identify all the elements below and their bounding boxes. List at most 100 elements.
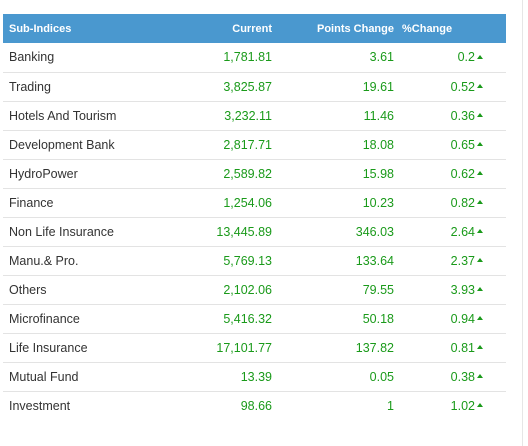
- sub-index-name: Life Insurance: [9, 340, 88, 355]
- points-change-value: 3.61: [369, 50, 394, 65]
- up-arrow-icon: [477, 287, 483, 292]
- sub-index-name: Trading: [9, 79, 51, 94]
- current-value: 5,416.32: [223, 311, 272, 326]
- percent-change-value: 0.38: [450, 369, 475, 384]
- points-change-value: 50.18: [362, 311, 394, 326]
- table-row[interactable]: Non Life Insurance 13,445.89 346.03 2.64: [3, 217, 506, 246]
- up-arrow-icon: [477, 84, 483, 89]
- points-change-value: 15.98: [362, 166, 394, 181]
- percent-change-value: 0.65: [450, 137, 475, 152]
- percent-change-value: 2.64: [450, 224, 475, 239]
- percent-change-value: 0.36: [450, 108, 475, 123]
- trend-indicator: [475, 101, 506, 130]
- trend-indicator: [475, 275, 506, 304]
- points-change-value: 1: [387, 398, 394, 413]
- trend-indicator: [475, 304, 506, 333]
- percent-change-value: 0.82: [450, 195, 475, 210]
- up-arrow-icon: [477, 258, 483, 263]
- up-arrow-icon: [477, 229, 483, 234]
- sub-index-name: Hotels And Tourism: [9, 108, 117, 123]
- column-header-current[interactable]: Current: [232, 22, 272, 35]
- percent-change-value: 3.93: [450, 282, 475, 297]
- current-value: 5,769.13: [223, 253, 272, 268]
- trend-indicator: [475, 188, 506, 217]
- current-value: 98.66: [240, 398, 272, 413]
- points-change-value: 346.03: [355, 224, 394, 239]
- percent-change-value: 0.94: [450, 311, 475, 326]
- up-arrow-icon: [477, 200, 483, 205]
- up-arrow-icon: [477, 345, 483, 350]
- points-change-value: 0.05: [369, 369, 394, 384]
- percent-change-value: 0.52: [450, 79, 475, 94]
- points-change-value: 11.46: [363, 108, 394, 123]
- trend-indicator: [475, 72, 506, 101]
- column-header-percent-change[interactable]: %Change: [402, 22, 453, 35]
- points-change-value: 133.64: [355, 253, 394, 268]
- sub-indices-table: Sub-Indices Current Points Change %Chang…: [3, 14, 506, 420]
- table-row[interactable]: Life Insurance 17,101.77 137.82 0.81: [3, 333, 506, 362]
- sub-index-name: Non Life Insurance: [9, 224, 114, 239]
- sub-index-name: HydroPower: [9, 166, 78, 181]
- current-value: 17,101.77: [216, 340, 272, 355]
- points-change-value: 137.82: [355, 340, 394, 355]
- table-row[interactable]: Development Bank 2,817.71 18.08 0.65: [3, 130, 506, 159]
- column-header-sub-indices[interactable]: Sub-Indices: [9, 22, 72, 35]
- table-row[interactable]: Finance 1,254.06 10.23 0.82: [3, 188, 506, 217]
- sub-index-name: Banking: [9, 50, 55, 65]
- current-value: 13,445.89: [216, 224, 272, 239]
- percent-change-value: 1.02: [450, 398, 475, 413]
- current-value: 2,102.06: [223, 282, 272, 297]
- sub-index-name: Investment: [9, 398, 71, 413]
- trend-indicator: [475, 217, 506, 246]
- trend-indicator: [475, 246, 506, 275]
- up-arrow-icon: [477, 403, 483, 408]
- table-body: Banking 1,781.81 3.61 0.2 Trading 3,825.87 19.…: [3, 43, 506, 420]
- up-arrow-icon: [477, 54, 483, 59]
- trend-indicator: [475, 159, 506, 188]
- points-change-value: 18.08: [362, 137, 394, 152]
- trend-indicator: [475, 130, 506, 159]
- column-header-points-change[interactable]: Points Change: [316, 22, 394, 35]
- current-value: 1,254.06: [223, 195, 272, 210]
- up-arrow-icon: [477, 171, 483, 176]
- current-value: 3,825.87: [223, 79, 272, 94]
- table-row[interactable]: Microfinance 5,416.32 50.18 0.94: [3, 304, 506, 333]
- table-row[interactable]: Investment 98.66 1 1.02: [3, 391, 506, 420]
- sub-index-name: Finance: [9, 195, 54, 210]
- percent-change-value: 0.62: [450, 166, 475, 181]
- trend-indicator: [475, 391, 506, 420]
- up-arrow-icon: [477, 374, 483, 379]
- panel-divider: [522, 0, 523, 446]
- trend-indicator: [475, 333, 506, 362]
- current-value: 13.39: [240, 369, 272, 384]
- sub-index-name: Mutual Fund: [9, 369, 79, 384]
- table-row[interactable]: Mutual Fund 13.39 0.05 0.38: [3, 362, 506, 391]
- table-row[interactable]: Manu.& Pro. 5,769.13 133.64 2.37: [3, 246, 506, 275]
- percent-change-value: 0.2: [457, 50, 475, 65]
- table-header-row: Sub-Indices Current Points Change %Chang…: [3, 14, 506, 43]
- up-arrow-icon: [477, 316, 483, 321]
- table-row[interactable]: Hotels And Tourism 3,232.11 11.46 0.36: [3, 101, 506, 130]
- trend-indicator: [475, 362, 506, 391]
- current-value: 3,232.11: [224, 108, 272, 123]
- percent-change-value: 0.81: [450, 340, 475, 355]
- sub-index-name: Development Bank: [9, 137, 115, 152]
- table-row[interactable]: HydroPower 2,589.82 15.98 0.62: [3, 159, 506, 188]
- up-arrow-icon: [477, 113, 483, 118]
- sub-index-name: Manu.& Pro.: [9, 253, 79, 268]
- up-arrow-icon: [477, 142, 483, 147]
- table-row[interactable]: Banking 1,781.81 3.61 0.2: [3, 43, 506, 72]
- points-change-value: 19.61: [362, 79, 394, 94]
- sub-index-name: Microfinance: [9, 311, 80, 326]
- table-row[interactable]: Others 2,102.06 79.55 3.93: [3, 275, 506, 304]
- sub-index-name: Others: [9, 282, 47, 297]
- trend-indicator: [475, 43, 506, 72]
- current-value: 2,589.82: [223, 166, 272, 181]
- points-change-value: 10.23: [362, 195, 394, 210]
- points-change-value: 79.55: [362, 282, 394, 297]
- percent-change-value: 2.37: [450, 253, 475, 268]
- current-value: 1,781.81: [223, 50, 272, 65]
- table-row[interactable]: Trading 3,825.87 19.61 0.52: [3, 72, 506, 101]
- current-value: 2,817.71: [223, 137, 272, 152]
